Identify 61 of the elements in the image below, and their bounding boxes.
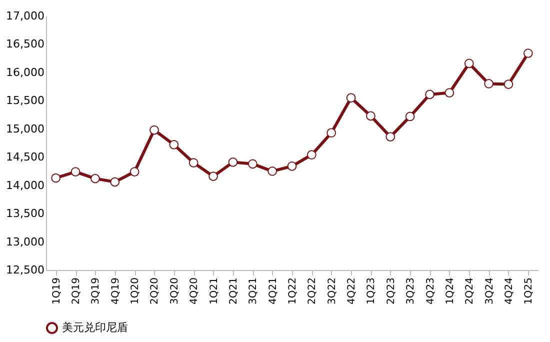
x-tick-label: 1Q22 bbox=[288, 278, 298, 304]
point bbox=[51, 173, 61, 183]
point bbox=[208, 172, 218, 181]
point bbox=[425, 90, 434, 100]
x-tick-label: 4Q23 bbox=[425, 278, 436, 304]
point bbox=[464, 58, 474, 68]
x-tick-label: 4Q19 bbox=[110, 278, 122, 304]
x-tick-label: 2Q21 bbox=[228, 278, 240, 304]
point bbox=[386, 132, 396, 142]
x-tick-label: 2Q22 bbox=[307, 278, 318, 304]
y-tick-label: 15,000 bbox=[6, 122, 44, 136]
point bbox=[346, 93, 356, 103]
point bbox=[444, 88, 454, 98]
x-tick-label: 4Q22 bbox=[346, 278, 358, 304]
legend-label: 美元兑印尼盾 bbox=[62, 321, 128, 334]
x-tick-label: 1Q25 bbox=[524, 278, 535, 304]
y-tick-label: 14,000 bbox=[6, 178, 44, 192]
x-tick-label: 4Q20 bbox=[189, 278, 200, 304]
x-tick-label: 1Q21 bbox=[208, 278, 220, 304]
y-tick-label: 14,500 bbox=[6, 150, 44, 164]
x-tick-label: 1Q24 bbox=[444, 278, 456, 304]
x-tick-label: 4Q24 bbox=[504, 278, 515, 304]
y-tick-label: 16,000 bbox=[6, 66, 44, 79]
point bbox=[70, 167, 80, 176]
point bbox=[306, 150, 316, 160]
point bbox=[188, 158, 198, 168]
point bbox=[130, 167, 140, 176]
x-tick-label: 3Q21 bbox=[248, 278, 260, 304]
x-tick-label: 3Q23 bbox=[406, 278, 417, 304]
point bbox=[366, 111, 376, 121]
x-tick-label: 1Q20 bbox=[130, 278, 142, 304]
x-tick-label: 4Q21 bbox=[268, 278, 279, 304]
y-tick-label: 17,000 bbox=[6, 10, 44, 22]
x-tick-label: 3Q24 bbox=[484, 278, 496, 304]
point bbox=[150, 125, 159, 135]
point bbox=[110, 177, 120, 187]
x-tick-label: 3Q20 bbox=[169, 278, 180, 304]
point bbox=[504, 80, 514, 89]
x-tick-label: 2Q19 bbox=[71, 278, 82, 304]
point bbox=[523, 48, 533, 58]
y-tick-label: 15,500 bbox=[6, 94, 44, 108]
point bbox=[326, 128, 336, 138]
point bbox=[169, 140, 179, 150]
x-tick-label: 2Q23 bbox=[386, 278, 397, 304]
point bbox=[248, 159, 258, 169]
point bbox=[90, 174, 100, 184]
x-tick-label: 2Q24 bbox=[464, 278, 476, 304]
point bbox=[405, 112, 415, 122]
x-tick-label: 1Q23 bbox=[366, 278, 378, 304]
x-tick-label: 3Q22 bbox=[326, 278, 338, 304]
y-tick-label: 12,500 bbox=[6, 264, 44, 276]
point bbox=[484, 79, 494, 88]
x-tick-label: 2Q20 bbox=[150, 278, 161, 304]
y-tick-label: 16,500 bbox=[6, 38, 44, 51]
point bbox=[287, 161, 297, 171]
y-tick-label: 13,500 bbox=[6, 207, 44, 220]
point bbox=[268, 166, 278, 176]
x-tick-label: 3Q19 bbox=[90, 278, 102, 304]
point bbox=[228, 158, 238, 167]
y-tick-label: 13,000 bbox=[6, 235, 44, 248]
x-tick-label: 1Q19 bbox=[51, 278, 62, 304]
